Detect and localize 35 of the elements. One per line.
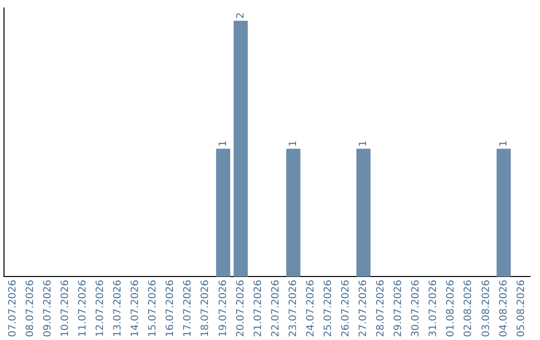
x-tick-label: 18.07.2026 bbox=[200, 280, 212, 338]
x-tick-label: 10.07.2026 bbox=[60, 280, 71, 338]
x-tick-label: 19.07.2026 bbox=[218, 280, 229, 338]
x-tick-label: 11.07.2026 bbox=[77, 280, 88, 338]
x-tick-label: 04.08.2026 bbox=[498, 280, 510, 338]
x-tick-label: 31.07.2026 bbox=[428, 280, 440, 338]
x-tick-label: 24.07.2026 bbox=[305, 280, 316, 338]
x-tick-label: 22.07.2026 bbox=[270, 280, 282, 338]
data-label: 1 bbox=[498, 140, 510, 147]
x-tick-label: 29.07.2026 bbox=[393, 280, 404, 338]
x-tick-label: 16.07.2026 bbox=[165, 280, 176, 338]
x-tick-label: 15.07.2026 bbox=[148, 280, 159, 338]
x-tick-label: 25.07.2026 bbox=[322, 280, 334, 338]
data-label: 1 bbox=[288, 140, 299, 147]
x-tick-label: 14.07.2026 bbox=[130, 280, 142, 338]
x-tick-label: 03.08.2026 bbox=[480, 280, 492, 338]
x-tick-label: 28.07.2026 bbox=[376, 280, 387, 338]
data-label: 1 bbox=[218, 140, 229, 147]
x-tick-label: 12.07.2026 bbox=[95, 280, 106, 338]
x-tick-label: 05.08.2026 bbox=[516, 280, 527, 338]
x-tick-label: 13.07.2026 bbox=[112, 280, 124, 338]
data-label: 1 bbox=[358, 140, 370, 147]
x-tick-label: 20.07.2026 bbox=[235, 280, 246, 338]
x-tick-label: 27.07.2026 bbox=[358, 280, 370, 338]
x-tick-label: 21.07.2026 bbox=[252, 280, 264, 338]
x-tick-label: 07.07.2026 bbox=[7, 280, 18, 338]
x-tick-label: 08.07.2026 bbox=[24, 280, 36, 338]
x-tick-label: 01.08.2026 bbox=[446, 280, 457, 338]
x-tick-label: 02.08.2026 bbox=[463, 280, 474, 338]
x-tick-label: 17.07.2026 bbox=[182, 280, 194, 338]
x-tick-label: 09.07.2026 bbox=[42, 280, 54, 338]
x-tick-label: 26.07.2026 bbox=[340, 280, 352, 338]
x-tick-label: 23.07.2026 bbox=[288, 280, 299, 338]
data-label: 2 bbox=[235, 12, 246, 19]
x-tick-label: 30.07.2026 bbox=[410, 280, 422, 338]
